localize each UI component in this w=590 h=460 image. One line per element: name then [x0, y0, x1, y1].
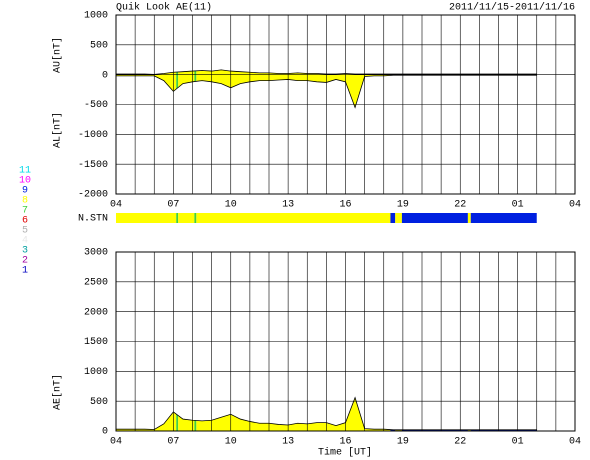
y-tick-label: 500	[90, 40, 108, 51]
x-tick-label: 07	[167, 437, 179, 448]
y-tick-label: 0	[102, 427, 108, 438]
area-fill	[196, 397, 391, 431]
series-line	[116, 69, 537, 75]
y-tick-label: -1000	[78, 130, 108, 141]
x-tick-label: 19	[397, 437, 409, 448]
station-segment	[395, 213, 402, 223]
y-tick-label: 0	[102, 70, 108, 81]
area-fill	[116, 74, 177, 92]
date-range: 2011/11/15-2011/11/16	[449, 2, 575, 14]
x-tick-label: 22	[454, 200, 466, 211]
y-tick-label: 2500	[84, 277, 108, 288]
station-label: N.STN	[78, 214, 108, 225]
x-tick-label: 04	[569, 437, 581, 448]
station-segment	[176, 213, 179, 223]
area-fill	[116, 411, 177, 431]
station-count: 1	[22, 266, 28, 277]
station-segment	[401, 213, 468, 223]
station-count: 11	[19, 166, 31, 177]
y-tick-label: 2000	[84, 307, 108, 318]
x-tick-label: 01	[512, 437, 524, 448]
station-segment	[390, 213, 396, 223]
x-tick-label: 04	[569, 200, 581, 211]
x-tick-label: 01	[512, 200, 524, 211]
station-segment	[196, 213, 391, 223]
title: Quik Look AE(11)	[116, 2, 212, 14]
area-fill	[194, 420, 197, 431]
station-segment	[194, 213, 197, 223]
plot-border	[115, 14, 576, 195]
area-fill	[194, 70, 197, 75]
y-axis-label: AL[nT]	[52, 112, 64, 148]
plot-border	[115, 251, 576, 432]
x-tick-label: 10	[225, 437, 237, 448]
x-tick-label: 13	[282, 437, 294, 448]
area-fill	[196, 74, 391, 108]
station-count: 4	[22, 236, 28, 247]
area-fill	[176, 414, 179, 431]
y-axis-label: AE[nT]	[52, 374, 64, 410]
area-fill	[176, 71, 179, 75]
x-tick-label: 16	[339, 200, 351, 211]
station-count: 9	[22, 186, 28, 197]
y-tick-label: -2000	[78, 190, 108, 201]
station-count: 7	[22, 206, 28, 217]
x-tick-label: 04	[110, 437, 122, 448]
area-fill	[176, 74, 179, 90]
station-count: 6	[22, 216, 28, 227]
station-segment	[467, 213, 471, 223]
x-tick-label: 07	[167, 200, 179, 211]
area-fill	[178, 415, 195, 431]
station-count: 10	[19, 176, 31, 187]
x-tick-label: 19	[397, 200, 409, 211]
area-fill	[196, 69, 391, 75]
x-tick-label: 22	[454, 437, 466, 448]
x-tick-label: 10	[225, 200, 237, 211]
y-tick-label: 1000	[84, 11, 108, 22]
y-axis-label: AU[nT]	[52, 37, 64, 73]
area-fill	[194, 74, 197, 82]
x-tick-label: 13	[282, 200, 294, 211]
station-segment	[178, 213, 195, 223]
station-count: 8	[22, 196, 28, 207]
x-tick-label: 04	[110, 200, 122, 211]
y-tick-label: 500	[90, 397, 108, 408]
station-count: 5	[22, 226, 28, 237]
x-label: Time [UT]	[318, 447, 372, 459]
station-segment	[116, 213, 177, 223]
y-tick-label: -500	[84, 100, 108, 111]
station-count: 3	[22, 246, 28, 257]
series-line	[116, 396, 537, 431]
station-segment	[470, 213, 537, 223]
y-tick-label: 3000	[84, 248, 108, 259]
series-line	[116, 74, 537, 109]
y-tick-label: 1500	[84, 337, 108, 348]
station-count: 2	[22, 256, 28, 267]
y-tick-label: 1000	[84, 367, 108, 378]
y-tick-label: -1500	[78, 160, 108, 171]
area-fill	[178, 74, 195, 88]
x-tick-label: 16	[339, 437, 351, 448]
